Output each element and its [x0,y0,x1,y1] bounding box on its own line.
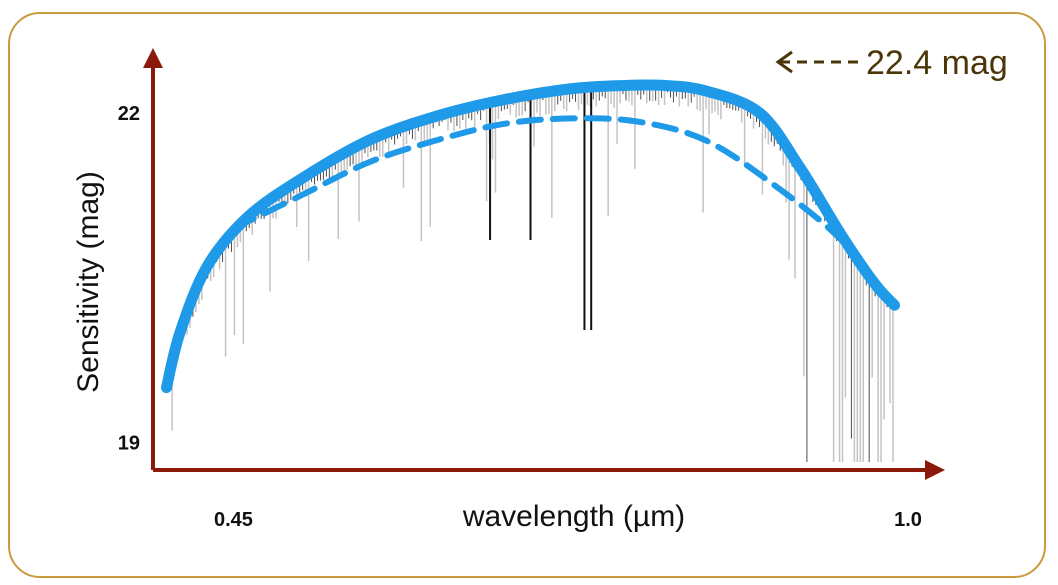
y-tick-label: 22 [118,103,140,125]
figure-frame [8,12,1046,578]
tick-labels: 0.45 1.0 19 22 [118,103,922,531]
sensitivity-curves [160,79,901,394]
x-axis-label: wavelength (µm) [462,500,685,533]
sensitivity-curve-solid [160,79,901,394]
y-tick-label: 19 [118,433,140,455]
annotation-22-4-mag: 22.4 mag [775,44,1008,82]
y-axis-label: Sensitivity (mag) [72,171,105,393]
annotation-arrow-icon [775,50,793,74]
x-tick-label: 0.45 [214,509,253,531]
spectrum-texture [168,87,894,462]
sensitivity-curve-dashed [230,115,898,309]
annotation-label: 22.4 mag [866,44,1008,82]
x-tick-label: 1.0 [894,509,922,531]
